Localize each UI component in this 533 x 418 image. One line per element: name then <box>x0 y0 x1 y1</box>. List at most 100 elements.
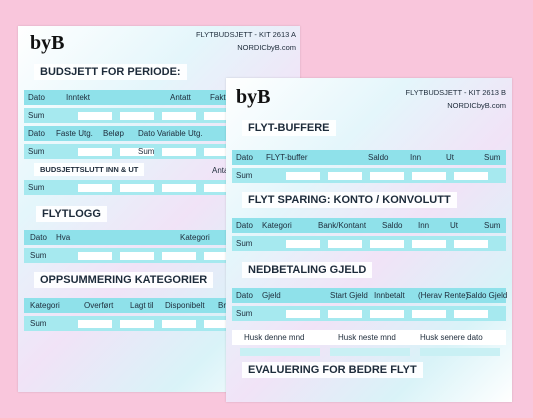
field-label: Sum <box>138 147 155 156</box>
field-label: Hva <box>56 233 71 242</box>
blank-field <box>412 240 446 248</box>
blank-field <box>370 172 404 180</box>
website: NORDICbyB.com <box>237 43 296 52</box>
field-label: Saldo <box>368 153 389 162</box>
blank-field <box>412 310 446 318</box>
field-label: Dato <box>30 233 47 242</box>
field-label: Dato <box>28 93 45 102</box>
blank-field <box>330 348 410 356</box>
blank-field <box>370 240 404 248</box>
blank-field <box>240 348 320 356</box>
field-label: Sum <box>28 183 45 192</box>
blank-field <box>328 172 362 180</box>
field-label: Inntekt <box>66 93 91 102</box>
field-label: Sum <box>28 111 45 120</box>
field-label: Husk denne mnd <box>244 333 305 342</box>
field-label: Variable Utg. <box>157 129 203 138</box>
section-title: OPPSUMMERING KATEGORIER <box>34 272 214 288</box>
blank-field <box>78 184 112 192</box>
field-label: Start Gjeld <box>330 291 368 300</box>
field-label: Disponibelt <box>165 301 205 310</box>
field-label: (Herav Rente) <box>418 291 469 300</box>
field-label: Sum <box>28 147 45 156</box>
field-label: Ut <box>450 221 458 230</box>
blank-field <box>162 184 196 192</box>
website: NORDICbyB.com <box>447 101 506 110</box>
blank-field <box>78 252 112 260</box>
field-label: Faste Utg. <box>56 129 93 138</box>
field-label: Ut <box>446 153 454 162</box>
logo: byB <box>236 86 271 108</box>
section-title: EVALUERING FOR BEDRE FLYT <box>242 362 423 378</box>
field-label: Kategori <box>180 233 210 242</box>
field-label: Overført <box>84 301 114 310</box>
field-label: Husk senere dato <box>420 333 483 342</box>
section-title: BUDSJETT FOR PERIODE: <box>34 64 187 80</box>
field-label: Saldo Gjeld <box>466 291 508 300</box>
field-label: Dato <box>236 221 253 230</box>
blank-field <box>120 184 154 192</box>
field-label: Dato <box>236 291 253 300</box>
field-label: Dato <box>236 153 253 162</box>
field-label: Sum <box>484 153 501 162</box>
blank-field <box>204 112 238 120</box>
field-label: Sum <box>236 239 253 248</box>
row-band <box>232 218 506 233</box>
blank-field <box>204 184 238 192</box>
field-label: Dato <box>28 129 45 138</box>
field-label: Inn <box>410 153 422 162</box>
field-label: Sum <box>30 251 47 260</box>
section-title: NEDBETALING GJELD <box>242 262 373 278</box>
section-title: FLYT-BUFFERE <box>242 120 336 136</box>
field-label: Kategori <box>30 301 60 310</box>
field-label: Bank/Kontant <box>318 221 367 230</box>
field-label: Lagt til <box>130 301 154 310</box>
blank-field <box>162 320 196 328</box>
field-label: Sum <box>30 319 47 328</box>
field-label: Husk neste mnd <box>338 333 396 342</box>
field-label: Gjeld <box>262 291 281 300</box>
field-label: Inn <box>418 221 430 230</box>
field-label: Beløp <box>103 129 124 138</box>
row-band <box>232 288 506 303</box>
field-label: Saldo <box>382 221 403 230</box>
blank-field <box>454 310 488 318</box>
blank-field <box>412 172 446 180</box>
blank-field <box>328 310 362 318</box>
field-label: Bru <box>218 301 231 310</box>
field-label: Kategori <box>262 221 292 230</box>
blank-field <box>120 320 154 328</box>
blank-field <box>204 320 238 328</box>
blank-field <box>120 112 154 120</box>
logo: byB <box>30 32 65 54</box>
blank-field <box>162 112 196 120</box>
blank-field <box>120 148 154 156</box>
field-label: Antat <box>212 166 231 175</box>
field-label: Sum <box>484 221 501 230</box>
blank-field <box>328 240 362 248</box>
field-label: Faktis <box>210 93 232 102</box>
kit-number: FLYTBUDSJETT - KIT 2613 A <box>195 30 296 39</box>
blank-field <box>286 310 320 318</box>
blank-field <box>162 148 196 156</box>
section-title: FLYTLOGG <box>36 206 107 222</box>
field-label: Sum <box>236 309 253 318</box>
blank-field <box>78 148 112 156</box>
field-label: Dato <box>138 129 155 138</box>
blank-field <box>78 112 112 120</box>
field-label: FLYT-buffer <box>266 153 308 162</box>
blank-field <box>286 240 320 248</box>
blank-field <box>454 240 488 248</box>
kit-number: FLYTBUDSJETT - KIT 2613 B <box>405 88 506 97</box>
sticker-sheet-b: byB FLYTBUDSJETT - KIT 2613 B NORDICbyB.co… <box>226 78 512 402</box>
field-label: Antatt <box>170 93 191 102</box>
field-label: Sum <box>236 171 253 180</box>
section-title: BUDSJETTSLUTT INN & UT <box>34 163 145 176</box>
row-band <box>232 150 506 165</box>
blank-field <box>454 172 488 180</box>
blank-field <box>286 172 320 180</box>
blank-field <box>120 252 154 260</box>
row-band <box>232 330 506 345</box>
blank-field <box>78 320 112 328</box>
